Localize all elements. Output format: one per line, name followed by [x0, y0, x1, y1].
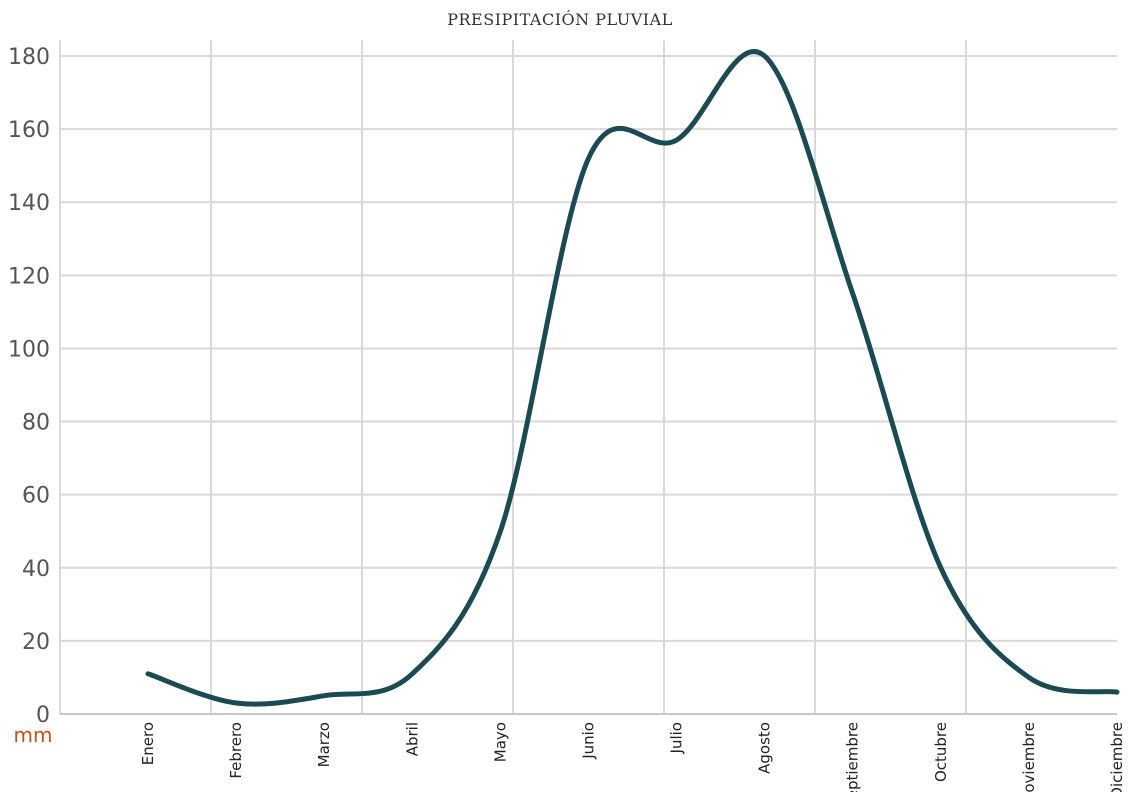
x-tick-label: Octubre	[932, 722, 950, 782]
data-point-enero	[146, 672, 150, 676]
x-tick-label: Septiembre	[844, 722, 862, 792]
y-tick-label: 160	[8, 118, 50, 143]
x-tick-label: Mayo	[491, 722, 509, 762]
y-axis-ticks: 0 20 40 60 80 100 120 140 160 180	[8, 45, 50, 728]
x-tick-label: Abril	[403, 722, 421, 756]
x-tick-label: Diciembre	[1108, 722, 1126, 792]
y-tick-label: 180	[8, 45, 50, 70]
data-point-agosto	[763, 54, 767, 58]
y-tick-label: 40	[22, 557, 50, 582]
x-axis-ticks: Enero Febrero Marzo Abril Mayo Junio Julio Agos…	[139, 722, 1126, 792]
x-tick-label: Enero	[139, 722, 157, 765]
data-point-diciembre	[1115, 690, 1119, 694]
data-point-febrero	[234, 701, 238, 705]
y-tick-label: 120	[8, 264, 50, 289]
data-point-octubre	[939, 566, 943, 570]
data-point-mayo	[498, 529, 502, 533]
y-axis-unit-label: mm	[14, 723, 53, 747]
y-tick-label: 80	[22, 411, 50, 436]
grid	[59, 40, 1117, 715]
y-tick-label: 140	[8, 191, 50, 216]
x-tick-label: Julio	[668, 722, 686, 754]
x-tick-label: Junio	[579, 722, 597, 760]
x-tick-label: Febrero	[227, 722, 245, 779]
data-point-julio	[675, 138, 679, 142]
series-layer	[145, 49, 1120, 707]
data-point-junio	[586, 156, 590, 160]
chart-title: PRESIPITACIÓN PLUVIAL	[447, 9, 673, 29]
x-tick-label: Agosto	[756, 722, 774, 774]
y-tick-label: 60	[22, 484, 50, 509]
x-tick-label: Noviembre	[1020, 722, 1038, 792]
y-tick-label: 100	[8, 337, 50, 362]
y-tick-label: 0	[36, 703, 50, 728]
data-point-noviembre	[1027, 675, 1031, 679]
x-tick-label: Marzo	[315, 722, 333, 767]
data-point-septiembre	[851, 292, 855, 296]
precipitation-line	[145, 49, 1120, 707]
data-point-abril	[410, 672, 414, 676]
data-point-marzo	[322, 694, 326, 698]
y-tick-label: 20	[22, 630, 50, 655]
